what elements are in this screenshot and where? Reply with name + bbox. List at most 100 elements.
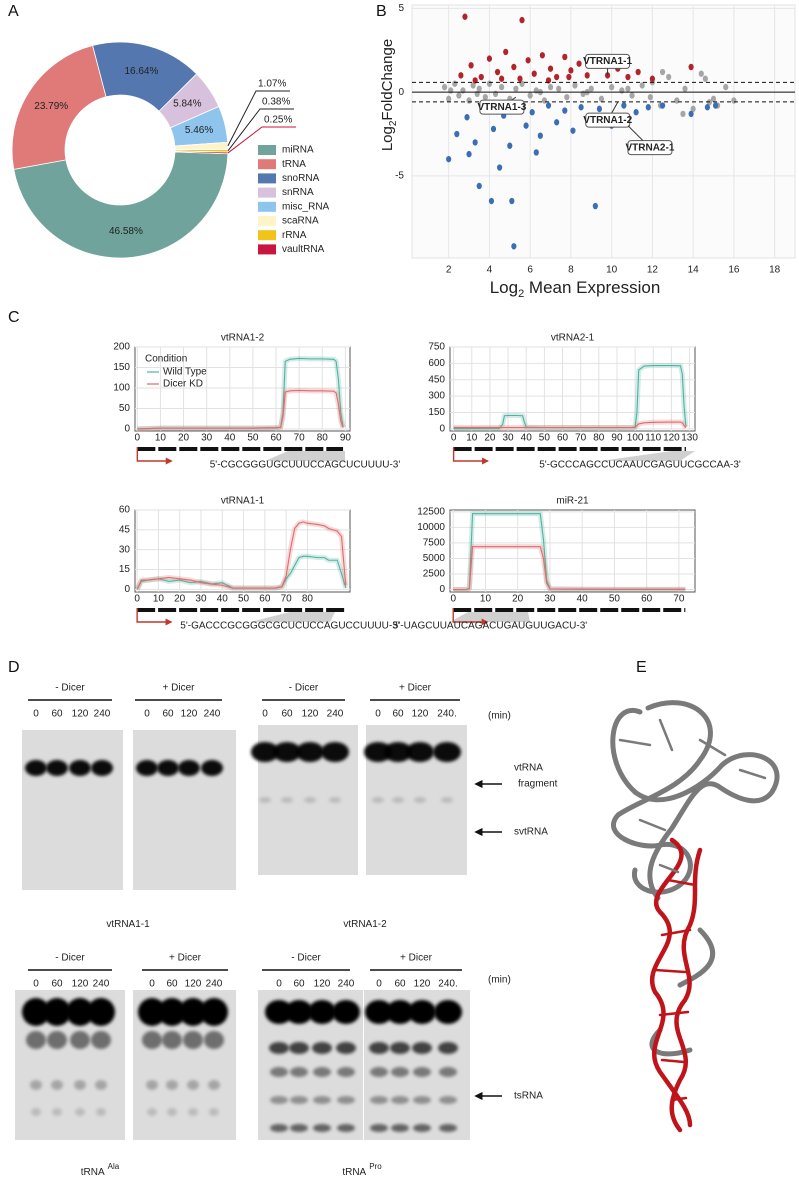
gel-band	[439, 1096, 457, 1104]
lane-label: 240.	[438, 979, 457, 990]
gel-band	[434, 1000, 462, 1024]
backbone	[610, 707, 780, 901]
gel-band	[201, 760, 223, 776]
legend-title: Condition	[145, 354, 187, 365]
gel-band	[364, 742, 392, 762]
gel-title-sup: Ala	[108, 1162, 120, 1171]
legend-swatch	[258, 159, 276, 170]
x-tick-label: 30	[195, 594, 207, 605]
gel-band	[52, 1108, 62, 1116]
gel-band	[146, 1080, 158, 1090]
point	[639, 82, 645, 89]
legend-swatch	[258, 216, 276, 226]
point	[507, 142, 513, 149]
point	[645, 104, 651, 111]
y-tick-label: 12500	[417, 507, 445, 518]
gel-band	[147, 1108, 157, 1116]
point	[517, 75, 523, 82]
rung	[660, 1058, 686, 1064]
gel-band	[337, 1067, 355, 1077]
point	[466, 150, 472, 158]
lane-label: 240.	[437, 709, 456, 720]
x-tick-label: 90	[611, 433, 623, 444]
slice-label: 1.07%	[258, 79, 286, 90]
lane-label: 0	[33, 979, 39, 990]
gel-band	[336, 1042, 356, 1054]
point	[619, 87, 625, 94]
point	[674, 97, 680, 104]
gel-band	[412, 1042, 432, 1054]
point	[702, 75, 708, 82]
x-tick-label: 0	[134, 594, 140, 605]
point	[547, 65, 554, 72]
gel-band	[296, 742, 324, 762]
gel-band	[204, 1031, 224, 1049]
lane-label: 240	[93, 979, 110, 990]
panel-label: A	[8, 3, 19, 20]
x-tick-label: 30	[201, 433, 213, 444]
backbone	[611, 700, 713, 895]
y-tick-label: 600	[428, 358, 445, 369]
gel-band	[332, 1000, 360, 1024]
point	[458, 72, 464, 79]
gel-band	[308, 1000, 336, 1024]
plot-area	[449, 346, 696, 432]
point	[680, 110, 686, 118]
y-tick-label: 0	[439, 423, 445, 434]
gel-band	[439, 1124, 457, 1132]
y-tick-label: 10000	[417, 522, 445, 533]
y-tick-label: 45	[119, 524, 131, 535]
gel-band	[208, 1080, 220, 1090]
x-tick-label: 40	[577, 594, 589, 605]
x-tick-label: 50	[238, 594, 250, 605]
lane-label: 120	[185, 979, 202, 990]
start-arrow	[136, 447, 173, 465]
point	[682, 85, 688, 92]
legend-label: snoRNA	[282, 173, 320, 184]
rung	[638, 818, 667, 832]
point	[609, 83, 615, 91]
gel-band	[304, 797, 316, 803]
plot-area	[449, 509, 696, 593]
legend-label: Wild Type	[163, 367, 207, 378]
x-tick-label: 0	[450, 594, 456, 605]
point	[666, 73, 672, 81]
point	[584, 72, 590, 79]
point	[460, 87, 466, 94]
gel-title: vtRNA1-2	[343, 919, 387, 930]
point	[604, 72, 611, 79]
point	[562, 107, 568, 114]
point	[690, 105, 696, 113]
point	[712, 102, 719, 109]
lane-label: 240	[204, 709, 221, 720]
gel-band	[91, 760, 113, 776]
annotation-box	[479, 99, 525, 115]
x-tick-label: 0	[451, 433, 457, 444]
point	[545, 102, 552, 109]
x-tick-label: 8	[568, 265, 574, 276]
gel-band	[46, 760, 68, 776]
point	[704, 104, 710, 111]
rung	[658, 863, 680, 874]
lane-label: 0	[276, 979, 282, 990]
group-label: + Dicer	[169, 953, 202, 964]
point	[635, 68, 641, 76]
legend-label: rRNA	[282, 230, 307, 241]
point	[688, 63, 694, 71]
gel-band	[391, 1096, 409, 1104]
point	[564, 93, 570, 101]
chart-title: vtRNA2-1	[551, 333, 595, 344]
y-tick-label: 0	[398, 87, 404, 98]
legend-label: misc_RNA	[282, 201, 330, 212]
point	[562, 53, 568, 61]
base-rungs	[653, 878, 697, 1102]
point	[633, 109, 639, 116]
point	[566, 73, 572, 81]
gel-band	[433, 742, 461, 762]
slice-label: 46.58%	[109, 226, 143, 237]
point	[529, 109, 535, 116]
gel-band	[390, 1042, 410, 1054]
sequence-label: 5'-GCCCAGCCUCAAUCGAGUUCGCCAA-3'	[539, 460, 741, 471]
x-tick-label: 20	[512, 594, 524, 605]
gel-band	[270, 1067, 288, 1077]
